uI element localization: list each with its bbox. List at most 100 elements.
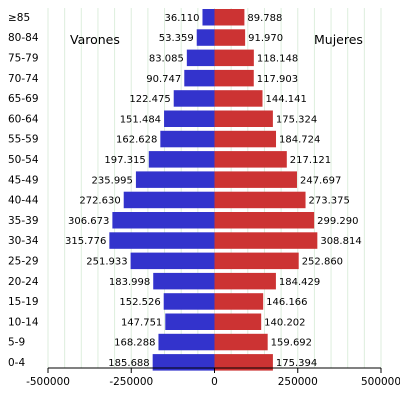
female-value-40-44: 273.375 (309, 196, 350, 207)
male-value-70-74: 90.747 (146, 74, 181, 85)
female-bar-80-84 (214, 29, 246, 46)
female-bar-20-24 (214, 272, 276, 290)
legend-female: Mujeres (314, 32, 363, 47)
male-value-5-9: 168.288 (114, 338, 155, 349)
female-value-0-4: 175.394 (276, 358, 317, 369)
age-label-≥85: ≥85 (8, 12, 30, 24)
male-bar-0-4 (152, 354, 215, 371)
female-bar-15-19 (214, 293, 264, 310)
female-value-55-59: 184.724 (279, 135, 320, 146)
male-value-80-84: 53.359 (159, 33, 194, 44)
female-bars (214, 9, 318, 371)
male-bar-20-24 (153, 272, 215, 290)
female-bar-75-79 (214, 49, 254, 67)
female-bar-35-39 (214, 212, 315, 229)
male-value-75-79: 83.085 (149, 53, 184, 64)
male-bar-15-19 (163, 293, 215, 310)
female-bar-55-59 (214, 130, 277, 148)
male-bar-50-54 (148, 151, 215, 168)
female-value-15-19: 146.166 (266, 297, 307, 308)
x-tick-label-3: 250000 (278, 376, 318, 388)
age-label-20-24: 20-24 (8, 276, 39, 288)
female-bar-≥85 (214, 9, 245, 26)
legend-male: Varones (70, 32, 120, 47)
male-bar-25-29 (130, 252, 215, 270)
male-bar-40-44 (123, 191, 215, 209)
female-value-30-34: 308.814 (320, 236, 361, 247)
x-axis: -500000 -250000 0 250000 500000 (26, 367, 400, 388)
age-label-65-69: 65-69 (8, 93, 39, 105)
male-value-40-44: 272.630 (79, 196, 120, 207)
female-value-5-9: 159.692 (271, 338, 312, 349)
female-value-75-79: 118.148 (257, 53, 298, 64)
age-label-60-64: 60-64 (8, 113, 39, 125)
male-value-65-69: 122.475 (129, 94, 170, 105)
male-bar-35-39 (112, 212, 215, 229)
male-value-55-59: 162.628 (116, 135, 157, 146)
female-value-20-24: 184.429 (279, 277, 320, 288)
x-tick-label-4: 500000 (361, 376, 400, 388)
male-bar-70-74 (184, 69, 215, 87)
male-value-20-24: 183.998 (109, 277, 150, 288)
female-bar-0-4 (214, 354, 273, 371)
age-label-15-19: 15-19 (8, 296, 39, 308)
female-value-50-54: 217.121 (290, 155, 331, 166)
female-bar-70-74 (214, 69, 254, 87)
female-value-70-74: 117.903 (257, 74, 298, 85)
male-value-30-34: 315.776 (65, 236, 106, 247)
male-value-35-39: 306.673 (68, 216, 109, 227)
age-label-80-84: 80-84 (8, 32, 39, 44)
female-bar-30-34 (214, 232, 318, 249)
age-label-45-49: 45-49 (8, 174, 39, 186)
male-bar-10-14 (165, 313, 215, 330)
x-tick-label-0: -500000 (26, 376, 70, 388)
male-bars (109, 9, 215, 371)
age-label-55-59: 55-59 (8, 134, 39, 146)
female-bar-50-54 (214, 151, 287, 168)
male-value-15-19: 152.526 (119, 297, 160, 308)
male-bar-5-9 (158, 333, 215, 351)
male-value-≥85: 36.110 (164, 13, 199, 24)
male-value-60-64: 151.484 (120, 114, 161, 125)
age-label-10-14: 10-14 (8, 316, 39, 328)
female-bar-40-44 (214, 191, 306, 209)
female-value-60-64: 175.324 (276, 114, 317, 125)
female-bar-45-49 (214, 171, 297, 188)
x-tick-label-1: -250000 (109, 376, 153, 388)
male-value-labels: 36.110 53.359 83.085 90.747 122.475 151.484 16… (65, 13, 199, 369)
male-bar-≥85 (202, 9, 215, 26)
male-bar-75-79 (186, 49, 215, 67)
x-tick-label-2: 0 (211, 376, 218, 388)
age-group-labels: ≥85 80-84 75-79 70-74 65-69 60-64 55-59 50-54 45… (8, 12, 39, 369)
age-label-50-54: 50-54 (8, 154, 39, 166)
male-bar-80-84 (196, 29, 215, 46)
female-bar-25-29 (214, 252, 299, 270)
male-bar-55-59 (160, 130, 215, 148)
female-value-80-84: 91.970 (248, 33, 283, 44)
female-bar-10-14 (214, 313, 262, 330)
female-value-35-39: 299.290 (317, 216, 358, 227)
age-label-25-29: 25-29 (8, 255, 39, 267)
male-value-45-49: 235.995 (92, 175, 133, 186)
female-value-labels: 89.788 91.970 118.148 117.903 144.141 175.324… (247, 13, 361, 369)
male-value-50-54: 197.315 (104, 155, 145, 166)
female-value-≥85: 89.788 (247, 13, 282, 24)
age-label-30-34: 30-34 (8, 235, 39, 247)
age-label-70-74: 70-74 (8, 73, 39, 85)
age-label-40-44: 40-44 (8, 195, 39, 207)
female-bar-60-64 (214, 110, 273, 127)
age-label-0-4: 0-4 (8, 357, 25, 369)
female-value-10-14: 140.202 (264, 317, 305, 328)
female-value-25-29: 252.860 (302, 256, 343, 267)
female-bar-65-69 (214, 90, 263, 107)
male-bar-60-64 (164, 110, 215, 127)
male-bar-45-49 (135, 171, 215, 188)
male-value-10-14: 147.751 (121, 317, 162, 328)
male-bar-65-69 (173, 90, 215, 107)
male-value-25-29: 251.933 (86, 256, 127, 267)
age-label-35-39: 35-39 (8, 215, 39, 227)
age-label-75-79: 75-79 (8, 52, 39, 64)
male-bar-30-34 (109, 232, 215, 249)
female-value-45-49: 247.697 (300, 175, 341, 186)
female-value-65-69: 144.141 (265, 94, 306, 105)
